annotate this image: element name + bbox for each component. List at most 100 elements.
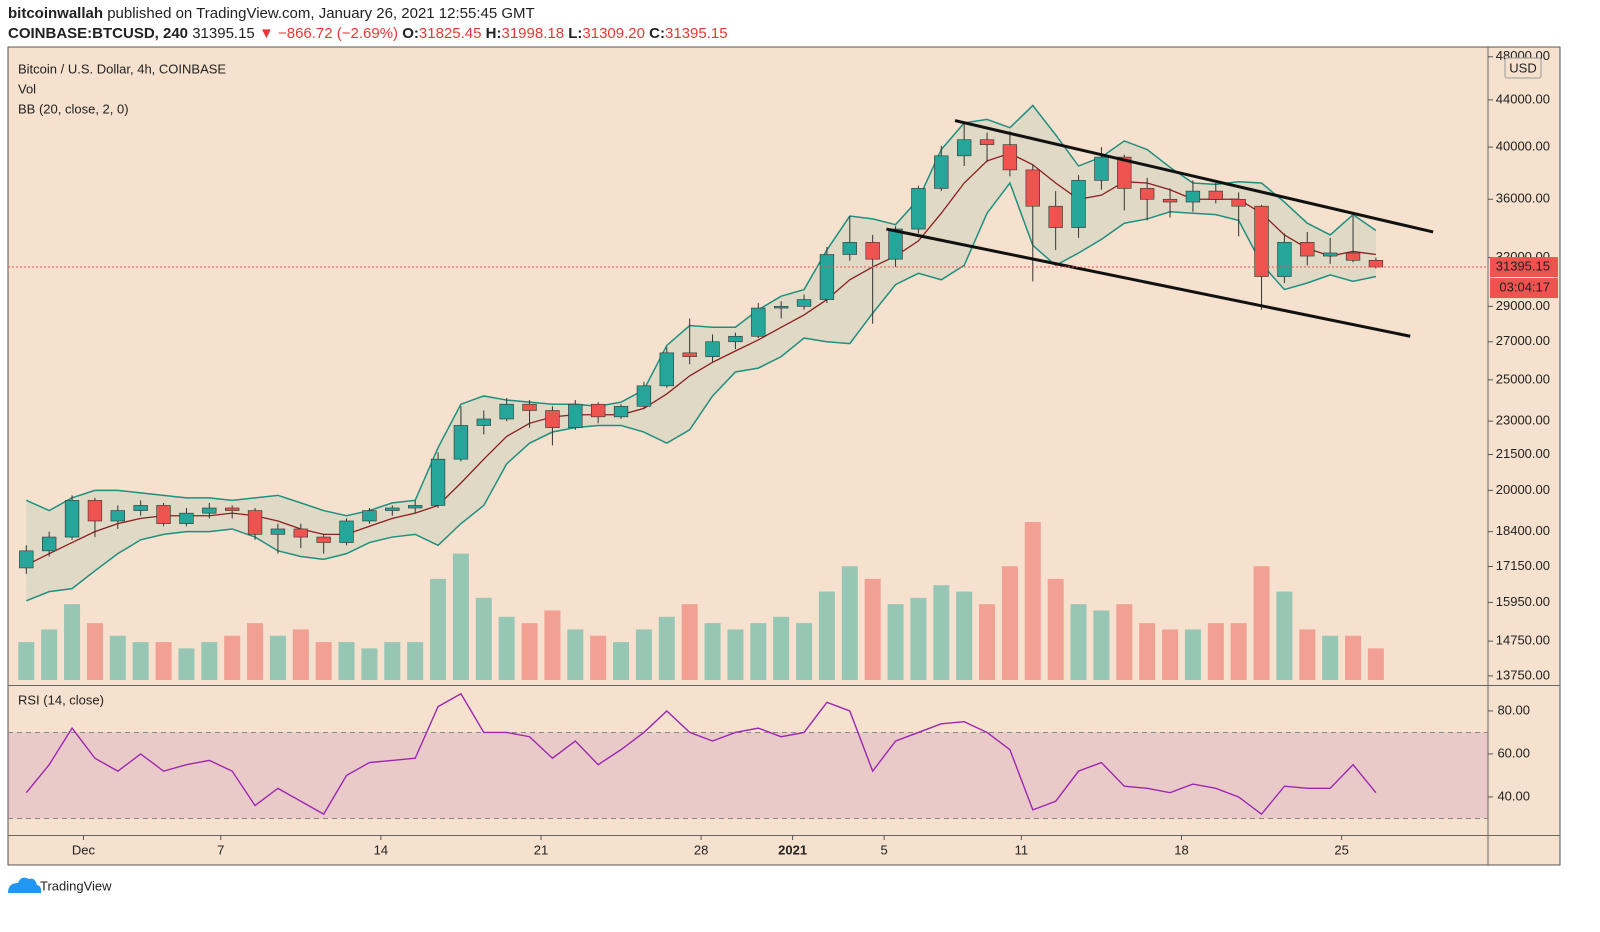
y-tick-label: 80.00	[1497, 702, 1530, 717]
candle-body	[225, 507, 240, 511]
chart-frame	[7, 46, 1561, 866]
price: 31395.15	[192, 25, 255, 42]
volume-bar	[1253, 566, 1270, 680]
volume-bar	[956, 591, 973, 680]
y-tick-label: 15950.00	[1496, 594, 1550, 609]
candle-body	[865, 242, 880, 260]
trend-line	[954, 119, 1434, 234]
l-value: 31309.20	[582, 25, 645, 42]
plot-layer: 48000.0044000.0040000.0036000.0032000.00…	[8, 48, 1558, 857]
candle-body	[819, 254, 835, 300]
candle-body	[430, 458, 446, 506]
volume-legend: Vol	[18, 81, 36, 96]
volume-bar	[361, 648, 378, 680]
candle-body	[1231, 198, 1246, 207]
volume-bar	[155, 642, 172, 680]
candle-body	[545, 410, 560, 428]
volume-bar	[1322, 635, 1339, 680]
candle-body	[270, 528, 286, 535]
volume-bar	[1230, 623, 1247, 680]
volume-bar	[109, 635, 126, 680]
h-value: 31998.18	[501, 25, 564, 42]
candle-body	[888, 228, 903, 260]
volume-bar	[521, 623, 538, 680]
y-tick-label: 23000.00	[1496, 413, 1550, 428]
volume-bar	[727, 629, 744, 680]
x-tick-label: 14	[374, 842, 388, 857]
last-price-label: 31395.15	[1496, 258, 1550, 273]
volume-bar	[1299, 629, 1316, 680]
volume-bar	[224, 635, 241, 680]
volume-bar	[704, 623, 721, 680]
volume-bar	[1184, 629, 1201, 680]
l-label: L:	[568, 25, 582, 42]
change: ▼ −866.72 (−2.69%)	[259, 25, 398, 42]
volume-bar	[178, 648, 195, 680]
logo[interactable]: TradingView	[8, 877, 112, 894]
volume-bar	[1139, 623, 1156, 680]
candle-body	[1368, 260, 1384, 268]
candle-body	[19, 550, 34, 569]
volume-bar	[1276, 591, 1293, 680]
h-label: H:	[486, 25, 502, 42]
y-tick-label: 40000.00	[1496, 139, 1550, 154]
volume-bar	[498, 616, 515, 680]
volume-bar	[887, 604, 904, 680]
x-tick-label: 18	[1174, 842, 1188, 857]
x-tick-label: 7	[217, 842, 224, 857]
candle-body	[1277, 242, 1292, 277]
y-tick-label: 40.00	[1497, 788, 1530, 803]
volume-bar	[750, 623, 767, 680]
o-label: O:	[402, 25, 419, 42]
candle-body	[522, 403, 537, 411]
volume-bar	[590, 635, 607, 680]
candle-body	[385, 507, 400, 511]
currency: USD	[1509, 60, 1536, 75]
candle-body	[613, 405, 629, 418]
candle-body	[339, 520, 354, 543]
volume-bar	[407, 642, 424, 680]
volume-bar	[635, 629, 652, 680]
candle-body	[751, 307, 766, 337]
candle-body	[110, 510, 125, 522]
candle-body	[1140, 188, 1155, 200]
volume-bar	[18, 642, 35, 680]
rsi-line	[25, 692, 1377, 816]
x-tick-label: 11	[1015, 842, 1029, 857]
candle-body	[568, 403, 583, 428]
rsi-legend: RSI (14, close)	[18, 692, 104, 707]
candle-body	[1048, 205, 1063, 228]
volume-bar	[979, 604, 996, 680]
x-tick-label: 25	[1334, 842, 1348, 857]
candle-body	[476, 418, 491, 426]
trend-line	[886, 227, 1411, 338]
currency-badge[interactable]	[1504, 57, 1542, 79]
volume-bar	[1070, 604, 1087, 680]
y-tick-label: 44000.00	[1496, 91, 1550, 106]
candle-body	[64, 500, 80, 538]
candle-body	[979, 139, 995, 145]
x-tick-label: 5	[880, 842, 887, 857]
candle-body	[796, 299, 812, 307]
bb-fill	[26, 105, 1376, 601]
volume-bar	[773, 616, 790, 680]
countdown-box	[1490, 278, 1558, 299]
y-tick-label: 17150.00	[1496, 558, 1550, 573]
volume-bar	[796, 623, 813, 680]
volume-bar	[292, 629, 309, 680]
candle-body	[42, 536, 57, 552]
candle-body	[636, 385, 652, 407]
candle-body	[1208, 190, 1223, 200]
volume-bar	[338, 642, 355, 680]
candle-body	[293, 528, 308, 538]
candle-body	[179, 512, 194, 524]
candle-body	[1162, 198, 1178, 203]
volume-bar	[64, 604, 81, 680]
candle-body	[1185, 190, 1201, 203]
candle-body	[682, 352, 697, 357]
volume-bar	[1367, 648, 1384, 680]
candle-body	[1071, 180, 1086, 228]
volume-bar	[1207, 623, 1224, 680]
bb-upper	[25, 104, 1377, 517]
x-tick-label: 28	[694, 842, 708, 857]
